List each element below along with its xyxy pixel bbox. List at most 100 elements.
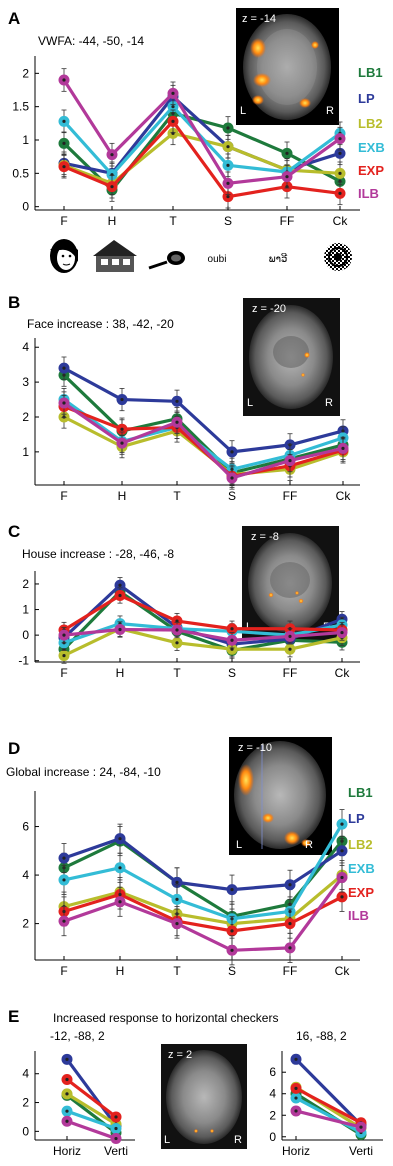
panel-letter-e: E <box>8 1007 19 1026</box>
y-tick-label: 0 <box>22 628 29 642</box>
y-tick-label: 2 <box>269 1108 276 1122</box>
data-point-center <box>120 427 124 431</box>
data-point-center <box>65 1119 69 1123</box>
x-tick-label: T <box>173 964 181 978</box>
y-tick-label: -1 <box>18 654 29 668</box>
x-tick-label: Ck <box>335 666 351 680</box>
data-point-center <box>62 401 66 405</box>
panel-title-b: Face increase : 38, -42, -20 <box>27 317 174 331</box>
data-point-center <box>65 1077 69 1082</box>
brain-z-label-b: z = -20 <box>252 303 286 315</box>
y-tick-label: 6 <box>22 820 29 834</box>
x-tick-label: Horiz <box>53 1144 81 1158</box>
panel-letter-a: A <box>8 9 20 28</box>
data-point-center <box>65 1109 69 1113</box>
data-point-center <box>288 946 292 950</box>
y-tick-label: 2 <box>22 66 29 80</box>
data-point-center <box>62 366 66 370</box>
data-point-center <box>226 181 230 185</box>
panel-title-e: Increased response to horizontal checker… <box>53 1011 278 1025</box>
series-line-ilb <box>63 876 344 952</box>
data-point-center <box>175 628 179 632</box>
data-point-center <box>118 900 122 904</box>
brain-z-label-e: z = 2 <box>168 1049 192 1061</box>
data-point-center <box>175 399 179 403</box>
data-point-center <box>340 849 344 853</box>
y-tick-label: 1.5 <box>12 100 29 114</box>
plot-d: 2 4 6 F H T S FF Ck LB1 LP LB2 EXB EXP ILB <box>22 785 374 978</box>
series-line-exb <box>63 622 343 645</box>
x-tick-label: F <box>60 964 67 978</box>
data-point-center <box>226 163 230 167</box>
data-point-center <box>230 476 234 480</box>
panel-letter-d: D <box>8 739 20 758</box>
data-point-center <box>171 119 175 123</box>
false-font-icon-text: ພາວີ <box>269 253 288 265</box>
series-line-lb2 <box>66 1092 117 1126</box>
x-tick-label: H <box>116 964 125 978</box>
y-tick-label: 0 <box>22 1124 29 1138</box>
data-point-center <box>65 1092 69 1096</box>
series-line-ilb <box>63 627 343 642</box>
plot-b: 1 2 3 4 F H T S FF Ck <box>22 338 360 503</box>
x-tick-label: S <box>228 489 236 503</box>
data-point-center <box>62 141 66 145</box>
data-point-center <box>171 105 175 109</box>
legend-entry-lb1: LB1 <box>348 785 373 800</box>
data-point-center <box>110 153 114 157</box>
y-tick-label: 1 <box>22 133 29 147</box>
face-icon <box>50 239 78 273</box>
series-line-exp <box>63 593 343 632</box>
legend-entry-lp: LP <box>358 91 375 106</box>
data-point-center <box>62 165 66 169</box>
panel-letter-b: B <box>8 293 20 312</box>
brain-z-label-c: z = -8 <box>251 531 279 543</box>
y-tick-label: 2 <box>22 1096 29 1110</box>
legend-entry-ilb: ILB <box>358 186 379 201</box>
data-point-center <box>62 78 66 82</box>
data-point-center <box>175 897 179 901</box>
brain-image-d: z = -10 L R <box>229 737 332 855</box>
x-tick-label: T <box>173 489 181 503</box>
panel-title-c: House increase : -28, -46, -8 <box>22 547 174 561</box>
plot-c: -1 0 1 2 F H T S FF Ck <box>18 571 360 680</box>
data-point-center <box>118 837 122 841</box>
data-point-center <box>114 1126 118 1131</box>
x-tick-label: Horiz <box>282 1144 310 1158</box>
house-icon <box>93 240 137 272</box>
series-line-lb2 <box>63 627 343 658</box>
panel-a: z = -14 L R A VWFA: -44, -50, -14 0 0.5 1 1… <box>8 8 385 273</box>
x-tick-label: S <box>228 964 236 978</box>
series-line-exb <box>63 823 344 921</box>
series-line-ilb <box>62 79 341 185</box>
y-tick-label: 3 <box>22 375 29 389</box>
panel-b: z = -20 L R B Face increase : 38, -42, -… <box>8 293 360 503</box>
brain-image-c: z = -8 L R <box>242 526 339 640</box>
x-tick-label: S <box>224 214 232 228</box>
data-point-center <box>340 822 344 826</box>
brain-right-label-d: R <box>305 839 313 851</box>
x-tick-label: Verti <box>104 1144 128 1158</box>
y-tick-label: 4 <box>269 1087 276 1101</box>
brain-image-a: z = -14 L R <box>236 8 339 125</box>
brain-left-label-b: L <box>247 397 253 409</box>
data-point-center <box>230 638 234 642</box>
panel-title-a: VWFA: -44, -50, -14 <box>38 34 144 48</box>
series-line-ilb <box>295 1109 362 1129</box>
series-line-lp <box>65 1058 118 1127</box>
x-tick-label: FF <box>283 964 298 978</box>
data-point-center <box>120 397 124 402</box>
series-line-lp <box>63 366 344 454</box>
x-tick-label: S <box>228 666 236 680</box>
x-tick-label: F <box>60 214 67 228</box>
checkerboard-icon <box>324 243 352 271</box>
data-point-center <box>294 1096 298 1100</box>
brain-right-label-a: R <box>326 105 334 117</box>
data-point-center <box>230 948 234 952</box>
plot-e-left: 0 2 4 Horiz Verti <box>22 1051 135 1158</box>
x-tick-label: T <box>169 214 177 228</box>
data-point-center <box>230 929 234 933</box>
data-point-center <box>288 634 292 639</box>
legend-entry-lb2: LB2 <box>358 116 383 131</box>
